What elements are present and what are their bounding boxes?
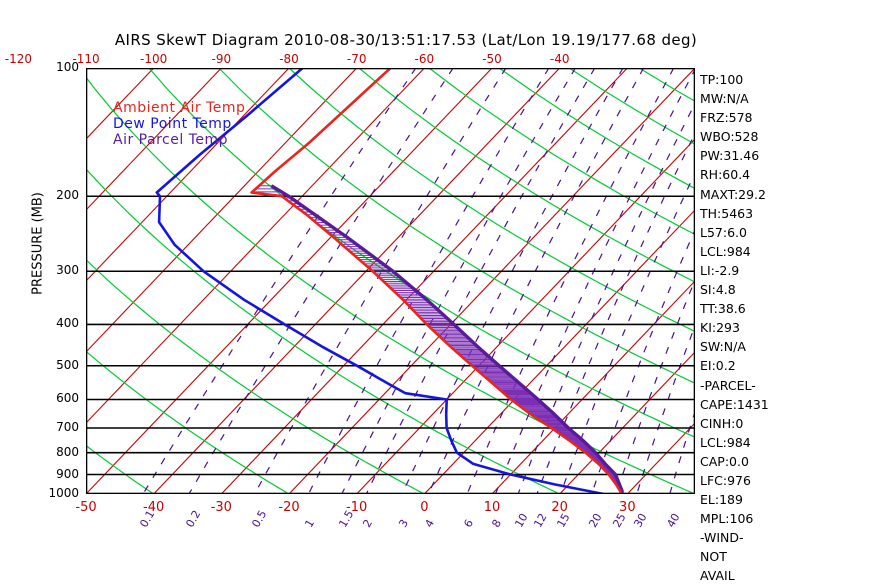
mixing-ratio-tick-4: 1.5	[336, 508, 356, 530]
param-row-25: NOT	[700, 547, 820, 566]
param-row-13: KI:293	[700, 318, 820, 337]
mixing-ratio-tick-5: 2	[361, 517, 376, 530]
param-row-14: SW:N/A	[700, 337, 820, 356]
bottom-temp-tick-4: -10	[331, 500, 383, 515]
mixing-ratio-tick-0: 0.1	[137, 508, 157, 530]
pressure-tick-100: 100	[0, 60, 79, 74]
mixing-ratio-tick-1: 0.2	[183, 508, 203, 530]
param-row-9: LCL:984	[700, 242, 820, 261]
param-row-20: CAP:0.0	[700, 452, 820, 471]
param-row-6: MAXT:29.2	[700, 185, 820, 204]
param-row-21: LFC:976	[700, 471, 820, 490]
pressure-tick-900: 900	[0, 467, 79, 481]
param-row-22: EL:189	[700, 490, 820, 509]
param-row-26: AVAIL	[700, 566, 820, 585]
pressure-tick-500: 500	[0, 358, 79, 372]
top-temp-tick-5: -70	[331, 52, 383, 66]
pressure-tick-600: 600	[0, 391, 79, 405]
bottom-temp-tick-8: 30	[601, 500, 653, 515]
legend-item-1: Dew Point Temp	[113, 116, 245, 132]
param-row-3: WBO:528	[700, 127, 820, 146]
param-row-5: RH:60.4	[700, 165, 820, 184]
mixing-ratio-tick-6: 3	[396, 517, 411, 530]
pressure-tick-800: 800	[0, 445, 79, 459]
bottom-temp-tick-1: -40	[128, 500, 180, 515]
bottom-temp-tick-2: -30	[195, 500, 247, 515]
param-row-15: EI:0.2	[700, 356, 820, 375]
top-temp-tick-8: -40	[534, 52, 586, 66]
param-row-19: LCL:984	[700, 433, 820, 452]
param-row-8: L57:6.0	[700, 223, 820, 242]
param-row-18: CINH:0	[700, 414, 820, 433]
pressure-tick-400: 400	[0, 316, 79, 330]
top-temp-tick-2: -100	[128, 52, 180, 66]
top-temp-tick-3: -90	[195, 52, 247, 66]
bottom-temp-tick-5: 0	[398, 500, 450, 515]
mixing-ratio-tick-15: 30	[631, 511, 649, 530]
param-row-17: CAPE:1431	[700, 395, 820, 414]
mixing-ratio-tick-3: 1	[303, 517, 318, 530]
top-temp-tick-4: -80	[263, 52, 315, 66]
mixing-ratio-tick-12: 15	[555, 511, 573, 530]
param-row-2: FRZ:578	[700, 108, 820, 127]
mixing-ratio-tick-14: 25	[611, 511, 629, 530]
mixing-ratio-tick-8: 6	[461, 517, 476, 530]
param-row-10: LI:-2.9	[700, 261, 820, 280]
mixing-ratio-tick-9: 8	[490, 517, 505, 530]
param-row-12: TT:38.6	[700, 299, 820, 318]
pressure-tick-1000: 1000	[0, 486, 79, 500]
legend-item-0: Ambient Air Temp	[113, 100, 245, 116]
param-row-4: PW:31.46	[700, 146, 820, 165]
param-row-1: MW:N/A	[700, 89, 820, 108]
top-temperature-axis: -120-110-100-90-80-70-60-50-40	[0, 52, 870, 68]
param-row-23: MPL:106	[700, 509, 820, 528]
bottom-temp-tick-3: -20	[263, 500, 315, 515]
pressure-tick-700: 700	[0, 420, 79, 434]
param-row-7: TH:5463	[700, 204, 820, 223]
mixing-ratio-tick-10: 10	[512, 511, 530, 530]
param-row-11: SI:4.8	[700, 280, 820, 299]
mixing-ratio-tick-16: 40	[664, 511, 682, 530]
skewt-diagram-page: AIRS SkewT Diagram 2010-08-30/13:51:17.5…	[0, 0, 870, 560]
pressure-axis-title: PRESSURE (MB)	[31, 184, 46, 304]
param-row-0: TP:100	[700, 70, 820, 89]
mixing-ratio-tick-13: 20	[586, 511, 604, 530]
mixing-ratio-tick-7: 4	[423, 517, 438, 530]
legend-item-2: Air Parcel Temp	[113, 132, 245, 148]
bottom-temp-tick-7: 20	[534, 500, 586, 515]
mixing-ratio-tick-2: 0.5	[249, 508, 269, 530]
param-row-24: -WIND-	[700, 528, 820, 547]
mixing-ratio-tick-11: 12	[531, 511, 549, 530]
page-title: AIRS SkewT Diagram 2010-08-30/13:51:17.5…	[0, 31, 812, 49]
top-temp-tick-6: -60	[398, 52, 450, 66]
param-row-16: -PARCEL-	[700, 376, 820, 395]
top-temp-tick-7: -50	[466, 52, 518, 66]
bottom-temp-tick-6: 10	[466, 500, 518, 515]
